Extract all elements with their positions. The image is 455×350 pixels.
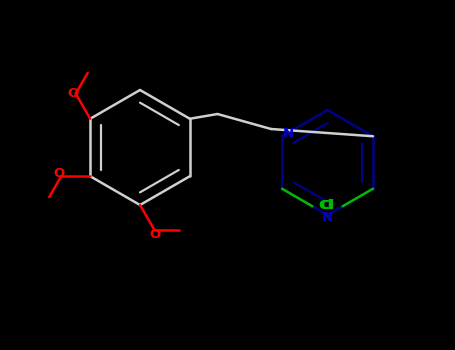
Text: N: N — [322, 211, 333, 224]
Text: O: O — [68, 87, 79, 100]
Text: O: O — [53, 167, 64, 180]
Text: Cl: Cl — [320, 199, 334, 212]
Text: Cl: Cl — [318, 199, 332, 212]
Text: O: O — [149, 228, 160, 240]
Text: N: N — [283, 127, 293, 140]
